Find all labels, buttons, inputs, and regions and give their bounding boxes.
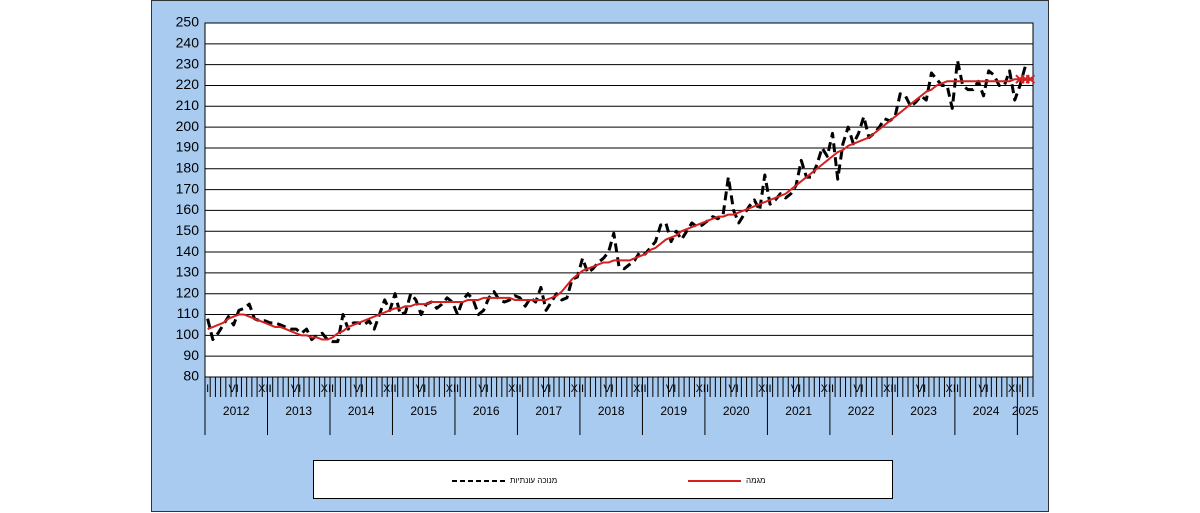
x-tick-label: I (519, 383, 522, 395)
year-label: 2014 (348, 404, 375, 418)
y-tick-label: 190 (176, 139, 200, 155)
x-tick-label: I (456, 383, 459, 395)
x-tick-label: VI (978, 383, 988, 395)
x-tick-label: XII (633, 383, 646, 395)
x-tick-label: XII (758, 383, 771, 395)
x-tick-label: XII (446, 383, 459, 395)
x-tick-label: VI (353, 383, 363, 395)
x-tick-label: I (768, 383, 771, 395)
y-tick-label: 240 (176, 35, 200, 51)
x-tick-label: VI (541, 383, 551, 395)
year-label: 2015 (410, 404, 437, 418)
legend (313, 460, 893, 499)
x-tick-label: XII (258, 383, 271, 395)
year-label: 2016 (473, 404, 500, 418)
x-tick-label: I (394, 383, 397, 395)
y-tick-label: 90 (183, 347, 199, 363)
x-tick-label: XII (946, 383, 959, 395)
y-tick-label: 100 (176, 326, 200, 342)
year-label: 2017 (535, 404, 562, 418)
year-label: 2019 (660, 404, 687, 418)
y-tick-label: 110 (177, 305, 200, 321)
y-tick-label: 160 (176, 201, 200, 217)
year-label: 2012 (223, 404, 250, 418)
x-tick-label: XII (383, 383, 396, 395)
x-tick-label: VI (228, 383, 238, 395)
x-tick-label: I (331, 383, 334, 395)
x-tick-label: I (893, 383, 896, 395)
y-tick-label: 170 (176, 180, 200, 196)
x-tick-label: I (206, 383, 209, 395)
year-label: 2022 (848, 404, 875, 418)
x-tick-label: XII (696, 383, 709, 395)
x-tick-label: XII (821, 383, 834, 395)
x-tick-label: XII (571, 383, 584, 395)
legend-label: מנוכה עונתיות (510, 476, 557, 485)
y-tick-label: 230 (176, 55, 200, 71)
x-tick-label: VI (728, 383, 738, 395)
plot-area (204, 22, 1034, 378)
x-tick-label: VI (478, 383, 488, 395)
x-tick-label: VI (791, 383, 801, 395)
data-line (207, 78, 1031, 341)
legend-label: מגמה (746, 476, 765, 485)
y-tick-label: 140 (176, 243, 200, 259)
trend-marker (1025, 74, 1036, 84)
y-tick-label: 200 (176, 118, 200, 134)
year-label: 2020 (723, 404, 750, 418)
year-label: 2013 (285, 404, 312, 418)
x-tick-label: I (706, 383, 709, 395)
x-tick-label: VI (666, 383, 676, 395)
x-tick-label: I (269, 383, 272, 395)
year-label: 2023 (910, 404, 937, 418)
x-tick-label: XII (508, 383, 521, 395)
y-tick-label: 180 (176, 159, 200, 175)
y-tick-label: 210 (176, 97, 200, 113)
x-tick-label: I (956, 383, 959, 395)
y-tick-label: 130 (176, 264, 200, 280)
x-tick-label: VI (853, 383, 863, 395)
y-tick-label: 150 (176, 222, 200, 238)
year-label: 2025 (1012, 404, 1039, 418)
x-tick-label: I (644, 383, 647, 395)
x-tick-label: VI (603, 383, 613, 395)
y-tick-label: 220 (176, 76, 200, 92)
x-tick-label: XII (883, 383, 896, 395)
x-tick-label: XII (1008, 383, 1021, 395)
year-label: 2021 (785, 404, 812, 418)
year-label: 2024 (973, 404, 1000, 418)
x-tick-label: XII (321, 383, 334, 395)
x-tick-label: VI (416, 383, 426, 395)
x-tick-label: VI (291, 383, 301, 395)
x-tick-label: I (831, 383, 834, 395)
y-tick-label: 250 (176, 14, 200, 30)
year-label: 2018 (598, 404, 625, 418)
x-tick-label: I (581, 383, 584, 395)
y-tick-label: 120 (176, 284, 200, 300)
x-tick-label: VI (916, 383, 926, 395)
y-tick-label: 80 (183, 368, 199, 384)
